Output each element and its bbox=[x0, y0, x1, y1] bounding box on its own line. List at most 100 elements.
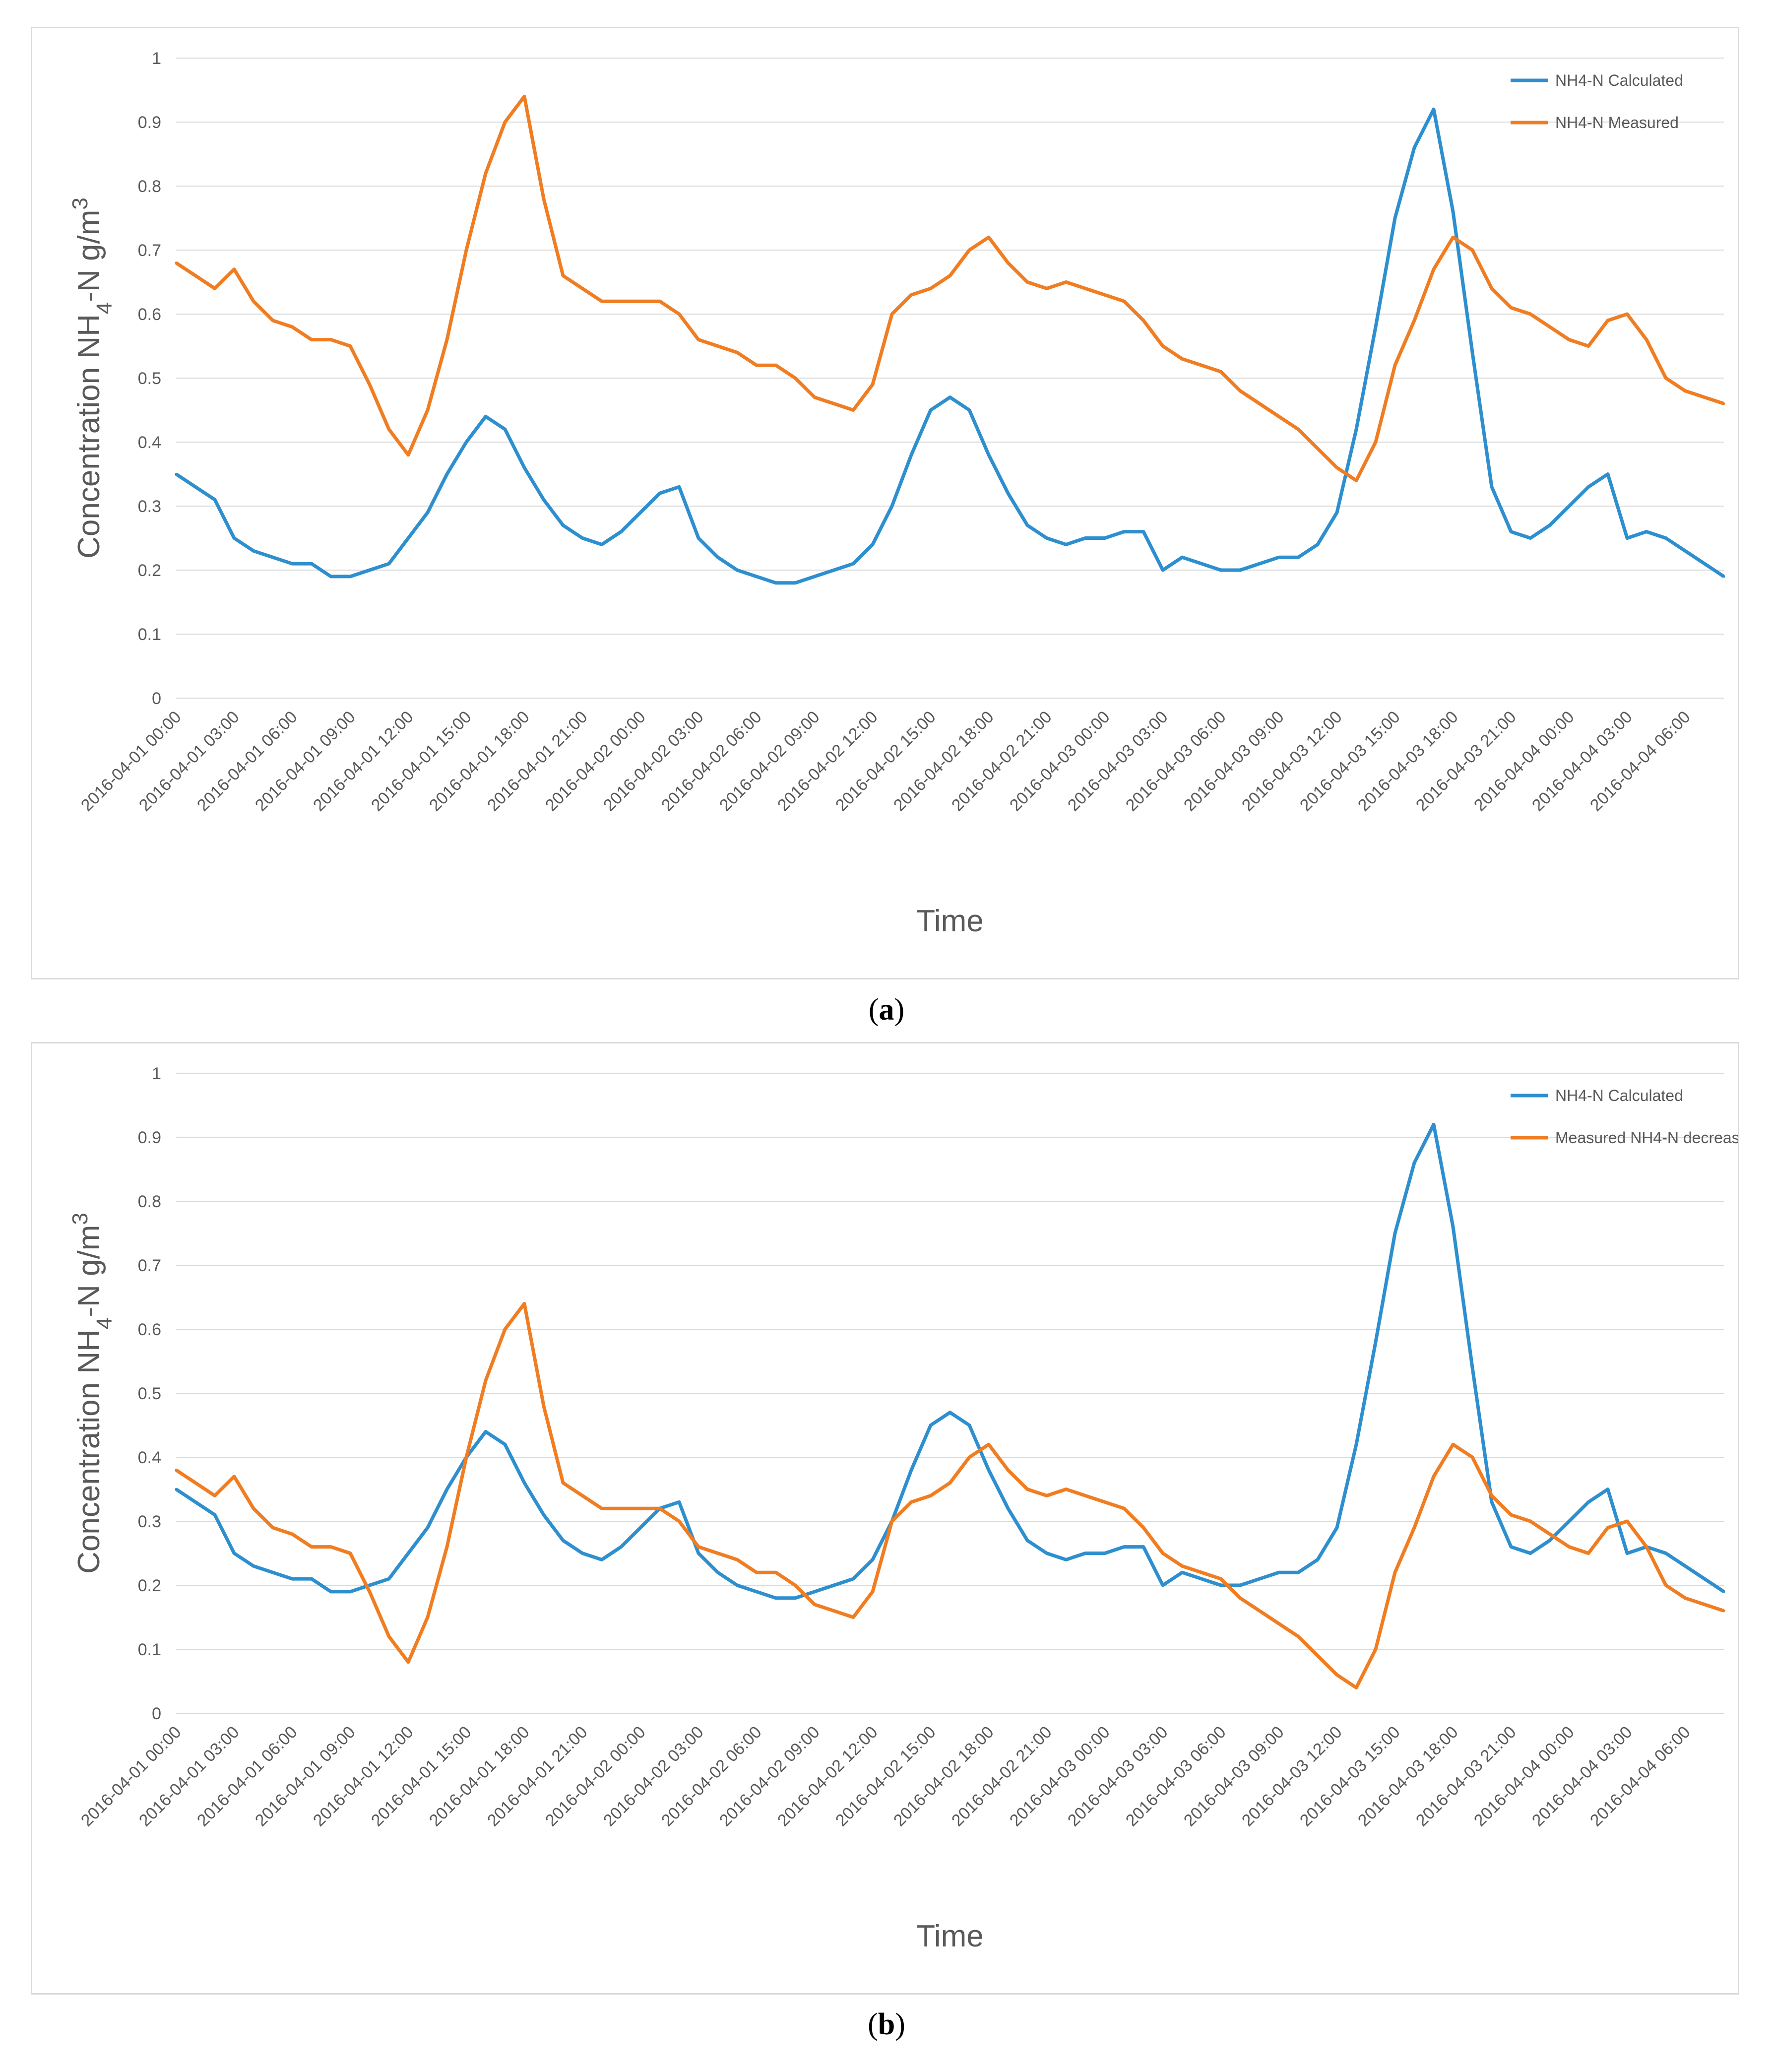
data-point bbox=[1490, 1494, 1493, 1497]
data-point bbox=[1664, 1584, 1667, 1587]
y-tick-label: 0.4 bbox=[138, 1448, 161, 1467]
data-point bbox=[1374, 1648, 1377, 1651]
caption-b: (b) bbox=[868, 2007, 905, 2041]
data-point bbox=[465, 441, 468, 444]
data-point bbox=[504, 1328, 507, 1331]
line-chart-b: 0 0.1 0.2 0.3 0.4 0.5 0.6 0.7 0.8 0.9 1 2016-04-01 … bbox=[68, 1064, 1738, 1953]
data-point bbox=[1007, 492, 1010, 495]
data-point bbox=[736, 351, 739, 354]
x-tick-label: 2016-04-01 03:00 bbox=[135, 708, 243, 815]
data-point bbox=[1548, 325, 1551, 328]
data-point bbox=[484, 415, 487, 418]
data-point bbox=[1181, 1571, 1184, 1574]
data-point bbox=[968, 409, 971, 411]
data-point bbox=[678, 1500, 681, 1503]
data-point bbox=[968, 1424, 971, 1426]
data-point bbox=[1123, 300, 1126, 303]
data-point bbox=[252, 1564, 255, 1567]
data-point bbox=[233, 1475, 236, 1478]
y-tick-label: 0.5 bbox=[138, 1384, 161, 1403]
x-tick-label: 2016-04-01 03:00 bbox=[135, 1723, 243, 1830]
data-point bbox=[1626, 1520, 1629, 1523]
data-point bbox=[291, 325, 294, 328]
data-point bbox=[755, 1571, 758, 1574]
x-tick-label: 2016-04-03 03:00 bbox=[1064, 1723, 1172, 1830]
data-point bbox=[1529, 1552, 1532, 1554]
data-point bbox=[658, 300, 661, 303]
data-point bbox=[1297, 1635, 1300, 1638]
data-point bbox=[639, 1526, 642, 1529]
data-point bbox=[1587, 345, 1590, 347]
x-tick-label: 2016-04-02 06:00 bbox=[658, 708, 765, 815]
data-point bbox=[1568, 338, 1571, 341]
legend-label: NH4-N Calculated bbox=[1555, 71, 1683, 89]
data-point bbox=[175, 1488, 178, 1490]
data-point bbox=[1355, 1686, 1358, 1689]
data-point bbox=[697, 1546, 700, 1549]
x-tick-label: 2016-04-03 09:00 bbox=[1180, 1723, 1288, 1830]
data-point bbox=[1007, 1469, 1010, 1472]
data-point bbox=[1239, 389, 1242, 392]
data-point bbox=[968, 249, 971, 252]
data-point bbox=[1258, 1610, 1261, 1613]
data-point bbox=[852, 1616, 855, 1619]
data-point bbox=[1529, 537, 1532, 539]
data-point bbox=[1200, 562, 1203, 565]
x-tick-label: 2016-04-02 15:00 bbox=[832, 708, 940, 815]
data-point bbox=[426, 1526, 429, 1529]
data-point bbox=[755, 575, 758, 578]
data-point bbox=[233, 537, 236, 539]
data-point bbox=[1703, 396, 1706, 399]
x-tick-label: 2016-04-01 06:00 bbox=[193, 1723, 301, 1830]
data-point bbox=[1239, 1584, 1242, 1587]
data-point bbox=[1316, 1654, 1319, 1657]
data-point bbox=[542, 498, 545, 501]
data-point bbox=[1026, 1488, 1029, 1490]
data-point bbox=[349, 1590, 352, 1593]
x-tick-label: 2016-04-04 06:00 bbox=[1586, 708, 1694, 815]
data-point bbox=[1703, 1603, 1706, 1606]
data-point bbox=[987, 1469, 990, 1472]
x-tick-label: 2016-04-04 00:00 bbox=[1470, 1723, 1578, 1830]
data-point bbox=[1297, 1571, 1300, 1574]
data-point bbox=[194, 485, 197, 488]
data-point bbox=[291, 1577, 294, 1580]
data-point bbox=[407, 453, 410, 456]
data-point bbox=[1374, 325, 1377, 328]
data-point bbox=[1510, 530, 1513, 533]
x-tick-label: 2016-04-03 15:00 bbox=[1296, 1723, 1404, 1830]
data-point bbox=[1374, 1341, 1377, 1344]
data-point bbox=[1123, 530, 1126, 533]
data-point bbox=[852, 409, 855, 411]
data-point bbox=[484, 1430, 487, 1433]
x-tick-label: 2016-04-01 12:00 bbox=[310, 708, 417, 815]
y-tick-label: 0.7 bbox=[138, 1256, 161, 1275]
data-point bbox=[407, 537, 410, 539]
data-point bbox=[1703, 1577, 1706, 1580]
data-point bbox=[1664, 537, 1667, 539]
data-point bbox=[1374, 441, 1377, 444]
data-point bbox=[1161, 1552, 1164, 1554]
data-point bbox=[600, 300, 603, 303]
data-point bbox=[929, 1424, 932, 1426]
data-point bbox=[445, 1488, 448, 1490]
data-point bbox=[175, 473, 178, 475]
data-point bbox=[1413, 146, 1416, 149]
data-point bbox=[1452, 1443, 1455, 1446]
data-point bbox=[1510, 306, 1513, 309]
data-point bbox=[1606, 319, 1609, 322]
data-point bbox=[1316, 1558, 1319, 1561]
y-tick-label: 0.3 bbox=[138, 1512, 161, 1531]
data-point bbox=[523, 466, 526, 469]
data-point bbox=[1664, 1552, 1667, 1554]
chart-panel-a: 0 0.1 0.2 0.3 0.4 0.5 0.6 0.7 0.8 0.9 1 2016-04-01 … bbox=[31, 27, 1739, 979]
data-point bbox=[1490, 485, 1493, 488]
x-tick-label: 2016-04-03 18:00 bbox=[1354, 1723, 1462, 1830]
x-tick-label: 2016-04-01 15:00 bbox=[368, 1723, 475, 1830]
data-point bbox=[1258, 1577, 1261, 1580]
x-tick-label: 2016-04-03 06:00 bbox=[1122, 1723, 1230, 1830]
data-point bbox=[1084, 287, 1087, 290]
data-point bbox=[813, 575, 816, 578]
data-point bbox=[1103, 1500, 1106, 1503]
data-point bbox=[1529, 313, 1532, 316]
